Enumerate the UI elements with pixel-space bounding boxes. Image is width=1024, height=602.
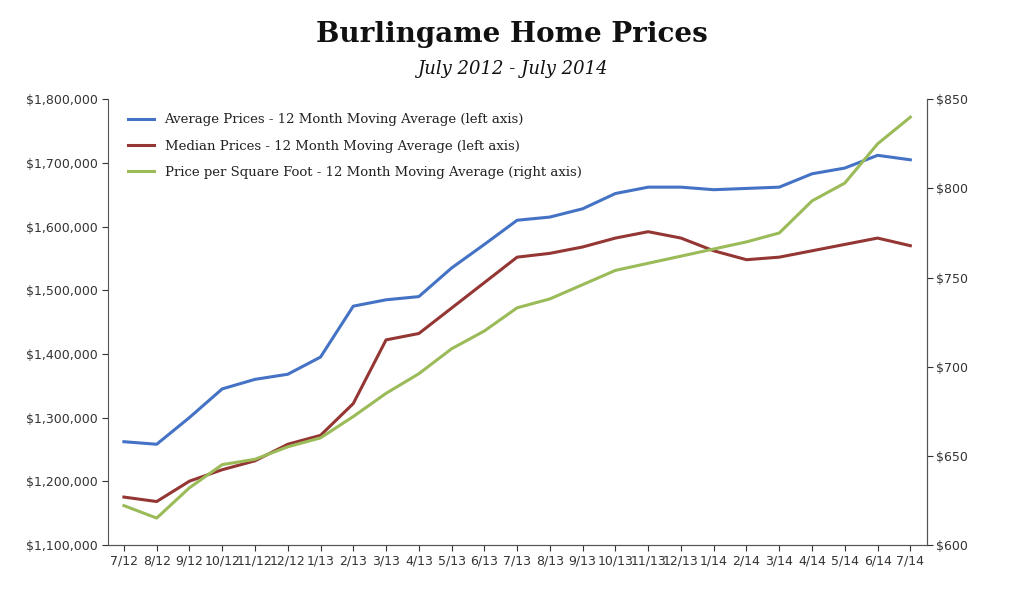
Median Prices - 12 Month Moving Average (left axis) [904, 242, 916, 249]
Price per Square Foot - 12 Month Moving Average (right axis) [609, 267, 622, 274]
Median Prices - 12 Month Moving Average (left axis) [740, 256, 753, 263]
Price per Square Foot - 12 Month Moving Average (right axis) [151, 515, 163, 522]
Price per Square Foot - 12 Month Moving Average (right axis) [314, 434, 327, 441]
Median Prices - 12 Month Moving Average (left axis) [151, 498, 163, 505]
Median Prices - 12 Month Moving Average (left axis) [118, 494, 130, 501]
Price per Square Foot - 12 Month Moving Average (right axis) [249, 456, 261, 463]
Average Prices - 12 Month Moving Average (left axis) [183, 414, 196, 421]
Price per Square Foot - 12 Month Moving Average (right axis) [445, 345, 458, 352]
Line: Price per Square Foot - 12 Month Moving Average (right axis): Price per Square Foot - 12 Month Moving … [124, 117, 910, 518]
Average Prices - 12 Month Moving Average (left axis) [380, 296, 392, 303]
Average Prices - 12 Month Moving Average (left axis) [282, 371, 294, 378]
Average Prices - 12 Month Moving Average (left axis) [609, 190, 622, 197]
Price per Square Foot - 12 Month Moving Average (right axis) [675, 252, 687, 259]
Median Prices - 12 Month Moving Average (left axis) [216, 466, 228, 473]
Average Prices - 12 Month Moving Average (left axis) [478, 241, 490, 248]
Average Prices - 12 Month Moving Average (left axis) [511, 217, 523, 224]
Price per Square Foot - 12 Month Moving Average (right axis) [871, 140, 884, 147]
Average Prices - 12 Month Moving Average (left axis) [544, 214, 556, 221]
Median Prices - 12 Month Moving Average (left axis) [609, 234, 622, 241]
Median Prices - 12 Month Moving Average (left axis) [871, 234, 884, 241]
Price per Square Foot - 12 Month Moving Average (right axis) [478, 327, 490, 335]
Average Prices - 12 Month Moving Average (left axis) [740, 185, 753, 192]
Average Prices - 12 Month Moving Average (left axis) [445, 264, 458, 272]
Line: Average Prices - 12 Month Moving Average (left axis): Average Prices - 12 Month Moving Average… [124, 155, 910, 444]
Price per Square Foot - 12 Month Moving Average (right axis) [904, 114, 916, 121]
Median Prices - 12 Month Moving Average (left axis) [708, 247, 720, 255]
Average Prices - 12 Month Moving Average (left axis) [118, 438, 130, 445]
Average Prices - 12 Month Moving Average (left axis) [347, 303, 359, 310]
Text: Burlingame Home Prices: Burlingame Home Prices [316, 21, 708, 48]
Median Prices - 12 Month Moving Average (left axis) [380, 337, 392, 344]
Price per Square Foot - 12 Month Moving Average (right axis) [380, 389, 392, 397]
Price per Square Foot - 12 Month Moving Average (right axis) [511, 304, 523, 311]
Average Prices - 12 Month Moving Average (left axis) [249, 376, 261, 383]
Median Prices - 12 Month Moving Average (left axis) [806, 247, 818, 255]
Median Prices - 12 Month Moving Average (left axis) [577, 243, 589, 250]
Average Prices - 12 Month Moving Average (left axis) [577, 205, 589, 213]
Price per Square Foot - 12 Month Moving Average (right axis) [347, 413, 359, 420]
Average Prices - 12 Month Moving Average (left axis) [773, 184, 785, 191]
Line: Median Prices - 12 Month Moving Average (left axis): Median Prices - 12 Month Moving Average … [124, 232, 910, 501]
Price per Square Foot - 12 Month Moving Average (right axis) [118, 502, 130, 509]
Median Prices - 12 Month Moving Average (left axis) [839, 241, 851, 248]
Price per Square Foot - 12 Month Moving Average (right axis) [740, 238, 753, 246]
Text: July 2012 - July 2014: July 2012 - July 2014 [417, 60, 607, 78]
Median Prices - 12 Month Moving Average (left axis) [183, 477, 196, 485]
Average Prices - 12 Month Moving Average (left axis) [413, 293, 425, 300]
Average Prices - 12 Month Moving Average (left axis) [314, 353, 327, 361]
Average Prices - 12 Month Moving Average (left axis) [216, 385, 228, 393]
Legend: Average Prices - 12 Month Moving Average (left axis), Median Prices - 12 Month M: Average Prices - 12 Month Moving Average… [122, 108, 587, 184]
Median Prices - 12 Month Moving Average (left axis) [413, 330, 425, 337]
Median Prices - 12 Month Moving Average (left axis) [347, 400, 359, 407]
Average Prices - 12 Month Moving Average (left axis) [806, 170, 818, 178]
Price per Square Foot - 12 Month Moving Average (right axis) [642, 259, 654, 267]
Median Prices - 12 Month Moving Average (left axis) [282, 441, 294, 448]
Price per Square Foot - 12 Month Moving Average (right axis) [413, 370, 425, 377]
Price per Square Foot - 12 Month Moving Average (right axis) [577, 281, 589, 288]
Average Prices - 12 Month Moving Average (left axis) [708, 186, 720, 193]
Price per Square Foot - 12 Month Moving Average (right axis) [216, 461, 228, 468]
Median Prices - 12 Month Moving Average (left axis) [642, 228, 654, 235]
Average Prices - 12 Month Moving Average (left axis) [642, 184, 654, 191]
Price per Square Foot - 12 Month Moving Average (right axis) [806, 197, 818, 205]
Price per Square Foot - 12 Month Moving Average (right axis) [282, 443, 294, 450]
Median Prices - 12 Month Moving Average (left axis) [511, 253, 523, 261]
Median Prices - 12 Month Moving Average (left axis) [314, 432, 327, 439]
Average Prices - 12 Month Moving Average (left axis) [871, 152, 884, 159]
Median Prices - 12 Month Moving Average (left axis) [445, 305, 458, 312]
Price per Square Foot - 12 Month Moving Average (right axis) [839, 179, 851, 187]
Average Prices - 12 Month Moving Average (left axis) [904, 156, 916, 163]
Median Prices - 12 Month Moving Average (left axis) [544, 250, 556, 257]
Price per Square Foot - 12 Month Moving Average (right axis) [544, 296, 556, 303]
Median Prices - 12 Month Moving Average (left axis) [675, 234, 687, 241]
Price per Square Foot - 12 Month Moving Average (right axis) [773, 229, 785, 237]
Median Prices - 12 Month Moving Average (left axis) [773, 253, 785, 261]
Average Prices - 12 Month Moving Average (left axis) [151, 441, 163, 448]
Median Prices - 12 Month Moving Average (left axis) [478, 279, 490, 286]
Price per Square Foot - 12 Month Moving Average (right axis) [708, 246, 720, 253]
Average Prices - 12 Month Moving Average (left axis) [839, 164, 851, 172]
Average Prices - 12 Month Moving Average (left axis) [675, 184, 687, 191]
Median Prices - 12 Month Moving Average (left axis) [249, 457, 261, 464]
Price per Square Foot - 12 Month Moving Average (right axis) [183, 484, 196, 491]
